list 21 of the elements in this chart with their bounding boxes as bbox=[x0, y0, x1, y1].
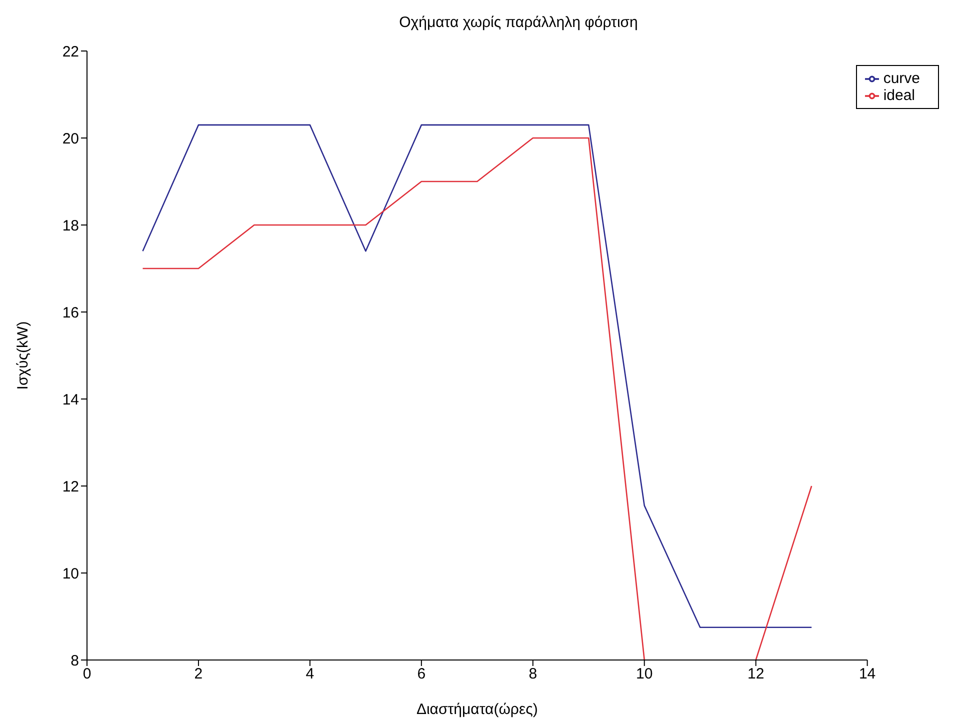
x-tick-label: 4 bbox=[306, 666, 314, 683]
y-tick-label: 14 bbox=[62, 391, 79, 408]
chart-title: Οχήματα χωρίς παράλληλη φόρτιση bbox=[398, 14, 639, 31]
x-tick-label: 10 bbox=[636, 666, 653, 683]
y-tick-label: 20 bbox=[62, 130, 79, 148]
y-tick-label: 10 bbox=[62, 565, 79, 582]
x-tick-label: 14 bbox=[858, 666, 876, 683]
y-tick-label: 22 bbox=[62, 43, 79, 60]
x-tick-label: 0 bbox=[82, 666, 92, 683]
y-tick-label: 18 bbox=[62, 217, 79, 234]
y-tick-label: 16 bbox=[62, 304, 79, 322]
y-axis-title: Ισχύς(kW) bbox=[14, 321, 32, 390]
x-tick-label: 2 bbox=[194, 666, 203, 683]
x-tick-label: 12 bbox=[747, 666, 764, 683]
x-tick-label: 8 bbox=[528, 666, 538, 683]
y-tick-label: 8 bbox=[70, 652, 79, 670]
x-axis-title: Διαστήματα(ώρες) bbox=[416, 701, 538, 718]
legend-label: curve bbox=[883, 70, 920, 87]
legend-label: ideal bbox=[883, 87, 916, 104]
x-tick-label: 6 bbox=[417, 666, 426, 683]
y-tick-label: 12 bbox=[62, 478, 79, 496]
